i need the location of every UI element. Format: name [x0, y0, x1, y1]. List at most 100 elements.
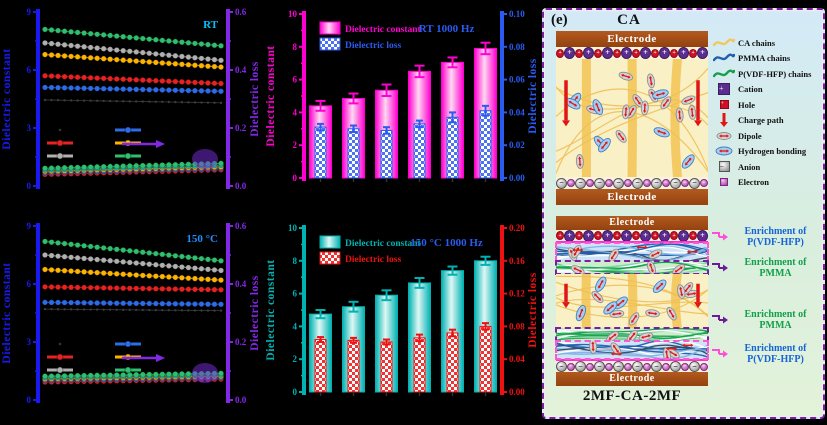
- data-marker: [81, 255, 88, 262]
- data-marker: [67, 299, 75, 306]
- data-marker: [159, 86, 166, 94]
- legend-item-label: Cation: [738, 84, 763, 95]
- chart-title: RT 1000 Hz: [419, 23, 475, 35]
- data-marker: [100, 75, 107, 82]
- series-line: [44, 53, 222, 68]
- chain-tangle-art: [551, 243, 713, 264]
- legend-item-hole: + Hole: [713, 97, 823, 113]
- data-marker: [139, 272, 146, 279]
- data-marker: [48, 239, 55, 246]
- anion-icon: −: [575, 361, 586, 372]
- data-marker: [107, 75, 114, 82]
- chain-tangle-art: [551, 339, 713, 363]
- legend-marker-dot: [124, 366, 132, 374]
- hydrogen-bonding-icon: [575, 305, 587, 322]
- data-marker: [133, 300, 140, 307]
- legend-item-label: Charge path: [738, 115, 784, 126]
- left-tick-label: 0: [293, 173, 298, 183]
- loss-bar: [314, 339, 327, 393]
- legend-item-label: Hydrogen bonding: [738, 146, 807, 157]
- ca-schematic: Electrode + + + + + + + + + + + + + + + + − − − − − − − − − − − − − − −…: [555, 31, 709, 205]
- pvdf-hfp-enriched-layer: [551, 339, 713, 363]
- data-marker: [152, 261, 159, 268]
- anion-icon: −: [556, 177, 567, 189]
- data-marker: [217, 63, 225, 71]
- data-marker: [146, 162, 153, 169]
- enrichment-line2: P(VDF-HFP): [747, 237, 804, 248]
- data-marker: [76, 99, 79, 102]
- pmma-chain-icon: [713, 52, 735, 64]
- data-marker: [159, 51, 166, 58]
- ca-matrix: [555, 56, 709, 180]
- data-marker: [133, 86, 140, 93]
- data-marker: [87, 44, 94, 51]
- data-marker: [61, 52, 68, 60]
- data-marker: [172, 263, 179, 270]
- data-marker: [200, 309, 203, 312]
- data-marker: [100, 55, 107, 62]
- left-tick-label: 0: [27, 181, 32, 191]
- data-marker: [178, 61, 185, 68]
- dipole-icon: [628, 312, 640, 326]
- electrode-bar: Electrode: [556, 372, 708, 386]
- anion-icon: −: [651, 177, 662, 189]
- enrichment-label-text: Enrichment of P(VDF-HFP): [728, 343, 823, 365]
- data-marker: [211, 256, 218, 264]
- electron-icon: −: [643, 179, 651, 187]
- right-tick-label: 0.12: [509, 289, 525, 299]
- chain-tangle-art: [551, 257, 713, 275]
- series-line: [44, 169, 222, 175]
- data-marker: [87, 372, 94, 379]
- interface-line: [556, 359, 708, 361]
- data-marker: [94, 256, 101, 263]
- data-marker: [198, 79, 205, 86]
- right-tick-label: 0.08: [509, 42, 525, 52]
- left-tick-label: 10: [288, 223, 298, 233]
- data-marker: [41, 251, 49, 259]
- cation-icon: +: [697, 229, 708, 242]
- anion-icon: −: [613, 361, 624, 372]
- data-marker: [191, 286, 199, 293]
- legend-marker-dot: [56, 366, 64, 374]
- legend-item-cation: + Cation: [713, 82, 823, 98]
- ca-matrix-art: [555, 56, 709, 180]
- data-marker: [159, 37, 166, 44]
- data-marker: [61, 41, 68, 48]
- data-marker: [95, 99, 99, 103]
- data-marker: [185, 286, 192, 293]
- legend-item-label: PMMA chains: [738, 53, 791, 64]
- data-marker: [185, 254, 192, 261]
- data-marker: [94, 244, 101, 251]
- series-line: [44, 308, 222, 312]
- data-marker: [120, 86, 127, 93]
- data-marker: [120, 47, 127, 54]
- electron-icon: −: [681, 362, 689, 371]
- data-marker: [113, 258, 120, 265]
- cation-icon: +: [659, 229, 670, 242]
- ca-matrix-art: [555, 271, 709, 331]
- data-marker: [187, 309, 190, 312]
- data-marker: [87, 284, 94, 291]
- legend-swatch-loss: [319, 37, 341, 51]
- data-marker: [178, 87, 185, 94]
- data-marker: [113, 300, 120, 307]
- legend-marker-dot: [124, 126, 132, 134]
- loss-bar: [479, 110, 492, 179]
- series-line: [44, 375, 222, 380]
- data-marker: [204, 87, 212, 95]
- data-marker: [61, 28, 68, 35]
- data-marker: [217, 42, 225, 49]
- data-marker: [54, 84, 62, 91]
- data-marker: [172, 300, 179, 307]
- data-marker: [41, 72, 49, 79]
- data-marker: [185, 300, 192, 308]
- data-marker: [152, 300, 159, 307]
- right-axis-label: Dielectric loss: [527, 272, 539, 348]
- data-marker: [67, 241, 75, 248]
- chart-title: 150 °C 1000 Hz: [410, 237, 483, 249]
- data-marker: [133, 48, 140, 56]
- data-marker: [67, 42, 75, 49]
- data-marker: [165, 87, 172, 94]
- cation-icon: +: [678, 229, 689, 242]
- data-marker: [50, 98, 53, 102]
